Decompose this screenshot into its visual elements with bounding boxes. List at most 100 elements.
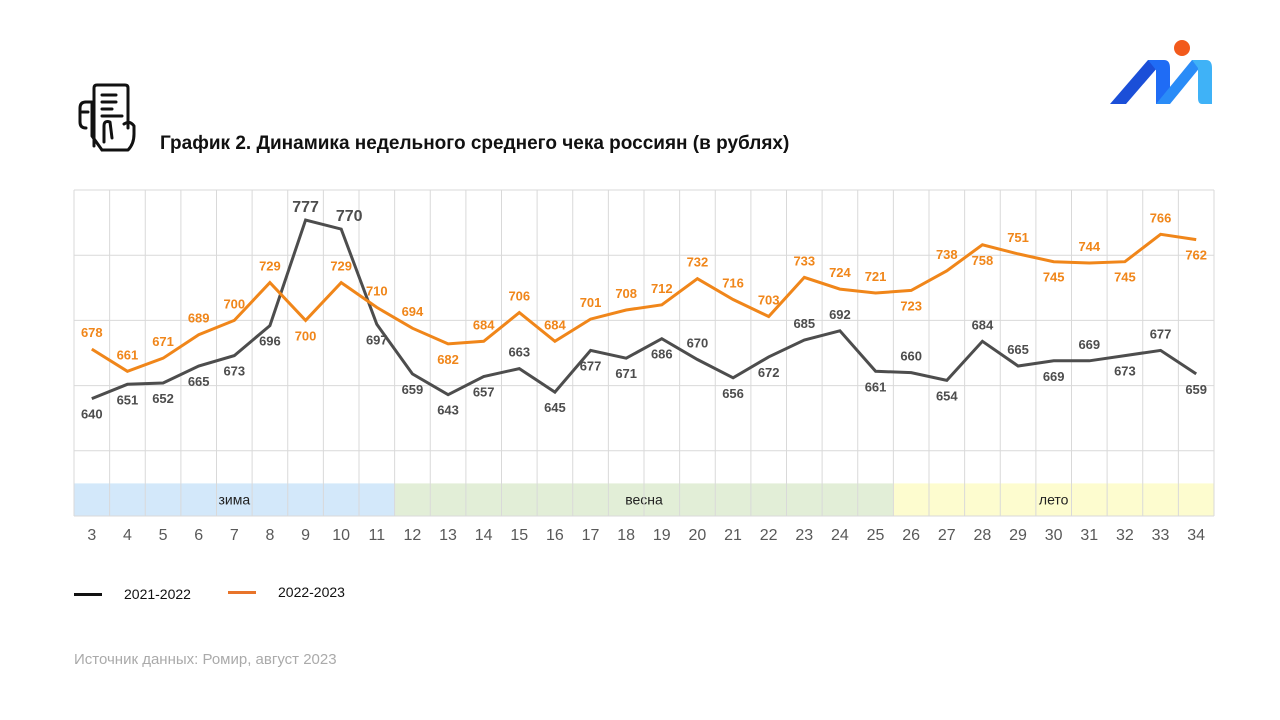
x-tick-label: 29	[1009, 527, 1027, 544]
x-tick-label: 12	[404, 527, 422, 544]
receipt-in-hand-icon	[72, 82, 140, 154]
data-label: 654	[936, 388, 958, 403]
data-label: 721	[865, 269, 887, 284]
data-label: 700	[295, 328, 317, 343]
data-label: 692	[829, 307, 851, 322]
data-label: 682	[437, 352, 459, 367]
x-tick-label: 10	[332, 527, 350, 544]
data-label: 777	[292, 199, 319, 216]
data-labels: 640 651 652 665 673 696 777 770 697 659 643 657 663 6…	[81, 199, 1207, 422]
data-label: 652	[152, 391, 174, 406]
legend-item-2022-2023: 2022-2023	[228, 584, 345, 600]
x-tick-label: 8	[265, 527, 274, 544]
data-label: 677	[1150, 326, 1172, 341]
data-label: 697	[366, 332, 388, 347]
data-label: 684	[972, 317, 994, 332]
data-label: 672	[758, 365, 780, 380]
data-label: 657	[473, 384, 495, 399]
data-label: 745	[1114, 270, 1136, 285]
data-label: 689	[188, 311, 210, 326]
data-label: 671	[152, 334, 174, 349]
x-tick-label: 5	[159, 527, 168, 544]
data-label: 661	[865, 379, 887, 394]
data-label: 724	[829, 265, 851, 280]
data-label: 745	[1043, 270, 1065, 285]
data-label: 665	[188, 374, 210, 389]
data-label: 732	[687, 255, 709, 270]
x-tick-label: 25	[867, 527, 885, 544]
x-tick-label: 23	[795, 527, 813, 544]
data-label: 770	[336, 208, 363, 225]
x-tick-label: 22	[760, 527, 778, 544]
x-tick-label: 32	[1116, 527, 1134, 544]
source-note: Источник данных: Ромир, август 2023	[74, 651, 337, 668]
data-label: 661	[117, 347, 139, 362]
season-label: лето	[1039, 492, 1069, 508]
series-line-2022-2023	[91, 232, 1197, 373]
data-label: 751	[1007, 230, 1029, 245]
data-label: 703	[758, 292, 780, 307]
data-label: 701	[580, 295, 602, 310]
season-band-2	[893, 483, 1214, 516]
season-band-0	[74, 483, 395, 516]
data-label: 766	[1150, 210, 1172, 225]
data-label: 656	[722, 386, 744, 401]
data-label: 758	[972, 253, 994, 268]
romir-logo-icon	[1108, 36, 1228, 108]
x-tick-label: 14	[475, 527, 493, 544]
x-tick-label: 34	[1187, 527, 1205, 544]
data-label: 659	[1185, 382, 1207, 397]
x-tick-label: 6	[194, 527, 203, 544]
x-tick-label: 27	[938, 527, 956, 544]
x-tick-label: 20	[689, 527, 707, 544]
data-label: 684	[544, 317, 566, 332]
x-tick-label: 30	[1045, 527, 1063, 544]
data-label: 700	[223, 296, 245, 311]
data-label: 738	[936, 247, 958, 262]
data-label: 671	[615, 366, 637, 381]
data-label: 673	[223, 364, 245, 379]
x-tick-label: 7	[230, 527, 239, 544]
data-label: 645	[544, 400, 566, 415]
x-tick-label: 26	[902, 527, 920, 544]
data-label: 665	[1007, 342, 1029, 357]
x-tick-label: 11	[369, 527, 386, 544]
data-label: 710	[366, 283, 388, 298]
legend-swatch-2021-2022	[74, 592, 102, 596]
data-label: 685	[793, 316, 815, 331]
legend-swatch-2022-2023	[228, 590, 256, 594]
data-label: 640	[81, 407, 103, 422]
data-label: 673	[1114, 364, 1136, 379]
data-label: 684	[473, 317, 495, 332]
legend-label: 2022-2023	[278, 584, 345, 600]
data-label: 669	[1043, 369, 1065, 384]
x-tick-label: 16	[546, 527, 564, 544]
x-tick-label: 15	[510, 527, 528, 544]
x-tick-label: 19	[653, 527, 671, 544]
series-lines	[91, 218, 1198, 400]
x-tick-label: 17	[582, 527, 600, 544]
x-tick-label: 18	[617, 527, 635, 544]
x-tick-label: 31	[1080, 527, 1098, 544]
x-tick-label: 21	[724, 527, 742, 544]
data-label: 712	[651, 281, 673, 296]
data-label: 677	[580, 358, 602, 373]
data-label: 670	[687, 336, 709, 351]
data-label: 729	[330, 259, 352, 274]
x-axis-ticks: 3 4 5 6 7 8 9 10 11 12 13 14 15 16 17 18 19 20 21 22 23 24 25 2…	[87, 527, 1205, 544]
data-label: 706	[508, 289, 530, 304]
series-line-2021-2022	[91, 218, 1198, 400]
data-label: 716	[722, 276, 744, 291]
legend-item-2021-2022: 2021-2022	[74, 586, 191, 602]
chart-title: График 2. Динамика недельного среднего ч…	[160, 133, 790, 154]
data-label: 708	[615, 286, 637, 301]
data-label: 729	[259, 259, 281, 274]
x-tick-label: 28	[974, 527, 992, 544]
x-tick-label: 33	[1152, 527, 1170, 544]
data-label: 678	[81, 325, 103, 340]
data-label: 659	[402, 382, 424, 397]
data-label: 694	[402, 304, 424, 319]
data-label: 744	[1078, 239, 1100, 254]
legend-label: 2021-2022	[124, 586, 191, 602]
